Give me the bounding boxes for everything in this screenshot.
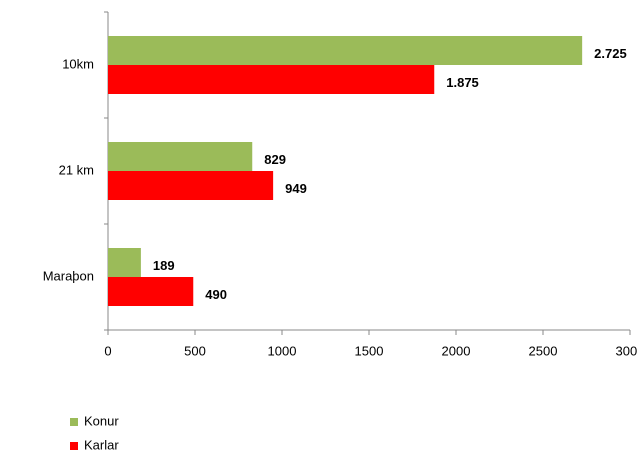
value-label: 829 xyxy=(264,152,286,167)
value-label: 490 xyxy=(205,287,227,302)
value-label: 1.875 xyxy=(446,75,479,90)
bar xyxy=(108,142,253,171)
y-tick-label: 10km xyxy=(62,56,94,71)
y-tick-label: 21 km xyxy=(59,162,94,177)
x-tick-label: 2000 xyxy=(442,343,471,358)
x-tick-label: 0 xyxy=(104,343,111,358)
legend-label: Konur xyxy=(84,413,119,428)
value-label: 2.725 xyxy=(594,46,627,61)
x-tick-label: 500 xyxy=(184,343,206,358)
value-label: 189 xyxy=(153,258,175,273)
bar xyxy=(108,248,141,277)
y-tick-label: Maraþon xyxy=(43,268,94,283)
value-label: 949 xyxy=(285,181,307,196)
legend-label: Karlar xyxy=(84,437,119,452)
legend-swatch xyxy=(70,442,78,450)
x-tick-label: 1500 xyxy=(355,343,384,358)
bar xyxy=(108,171,274,200)
bar xyxy=(108,65,435,94)
bar xyxy=(108,277,194,306)
x-tick-label: 1000 xyxy=(268,343,297,358)
x-tick-label: 2500 xyxy=(529,343,558,358)
bar xyxy=(108,36,583,65)
legend-swatch xyxy=(70,418,78,426)
x-tick-label: 3000 xyxy=(616,343,637,358)
